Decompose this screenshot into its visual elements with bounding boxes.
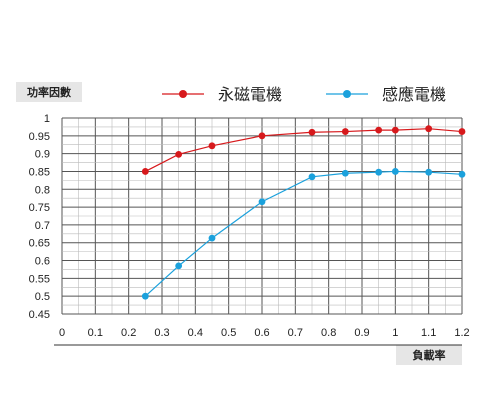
- legend-item-2: 感應電機: [326, 85, 446, 104]
- legend-label: 永磁電機: [218, 85, 282, 104]
- x-axis-title-group: 負載率: [396, 345, 462, 365]
- legend-marker: [179, 90, 187, 98]
- y-tick-label: 0.85: [29, 166, 50, 178]
- y-axis-title: 功率因數: [27, 85, 71, 99]
- data-point: [308, 128, 316, 136]
- data-point: [175, 150, 183, 158]
- legend: 永磁電機 感應電機: [162, 85, 446, 104]
- data-point: [391, 126, 399, 134]
- x-tick-label: 1.2: [454, 327, 469, 339]
- x-tick-label: 0.8: [321, 327, 336, 339]
- data-point: [208, 234, 216, 242]
- y-tick-label: 0.7: [35, 220, 50, 232]
- series-2: [141, 168, 466, 300]
- data-point: [341, 128, 349, 135]
- y-axis-title-bg: [16, 82, 82, 102]
- y-tick-label: 0.65: [29, 238, 50, 250]
- x-tick-label: 0.5: [221, 327, 236, 339]
- x-tick-label: 0.2: [121, 327, 136, 339]
- y-tick-label: 1: [44, 113, 50, 125]
- x-axis-title-bg: [396, 345, 462, 365]
- data-point: [391, 168, 399, 175]
- data-point: [375, 126, 383, 134]
- x-tick-label: 1.1: [421, 327, 436, 339]
- legend-item-1: 永磁電機: [162, 85, 282, 104]
- data-point: [425, 125, 433, 133]
- data-point: [258, 132, 266, 140]
- data-point: [341, 169, 349, 177]
- y-tick-label: 0.75: [29, 202, 50, 214]
- data-point: [141, 168, 149, 175]
- x-tick-label: 0.1: [88, 327, 103, 339]
- y-tick-label: 0.6: [35, 256, 50, 268]
- series-group: [141, 125, 466, 300]
- x-tick-label: 0.3: [154, 327, 169, 339]
- data-point: [458, 170, 466, 178]
- data-point: [308, 173, 316, 181]
- legend-marker: [343, 90, 351, 98]
- data-point: [141, 292, 149, 300]
- data-point: [258, 198, 266, 206]
- tick-labels: 0 0.1 0.2 0.3 0.4 0.5 0.6 0.7 0.8 0.9 1 1.1 1.2 0.45 0…: [29, 113, 470, 339]
- y-axis-title-group: 功率因數: [16, 82, 82, 102]
- x-tick-label: 0.4: [188, 327, 203, 339]
- series-1: [141, 125, 466, 175]
- y-tick-label: 0.5: [35, 291, 50, 303]
- data-point: [208, 142, 216, 150]
- y-tick-label: 0.45: [29, 309, 50, 321]
- x-tick-label: 1: [392, 327, 398, 339]
- data-point: [458, 128, 466, 135]
- legend-label: 感應電機: [382, 85, 446, 104]
- series-line: [144, 170, 463, 297]
- y-tick-label: 0.55: [29, 273, 50, 285]
- data-point: [175, 262, 183, 270]
- x-tick-label: 0: [59, 327, 65, 339]
- x-tick-label: 0.9: [354, 327, 369, 339]
- y-tick-label: 0.8: [35, 184, 50, 196]
- series-line: [145, 128, 463, 172]
- grid: [54, 117, 463, 346]
- data-point: [425, 168, 433, 176]
- x-axis-title: 負載率: [413, 348, 446, 362]
- x-tick-label: 0.6: [254, 327, 269, 339]
- data-point: [375, 168, 383, 176]
- y-tick-label: 0.95: [29, 131, 50, 143]
- y-tick-label: 0.9: [35, 149, 50, 161]
- x-tick-label: 0.7: [288, 327, 303, 339]
